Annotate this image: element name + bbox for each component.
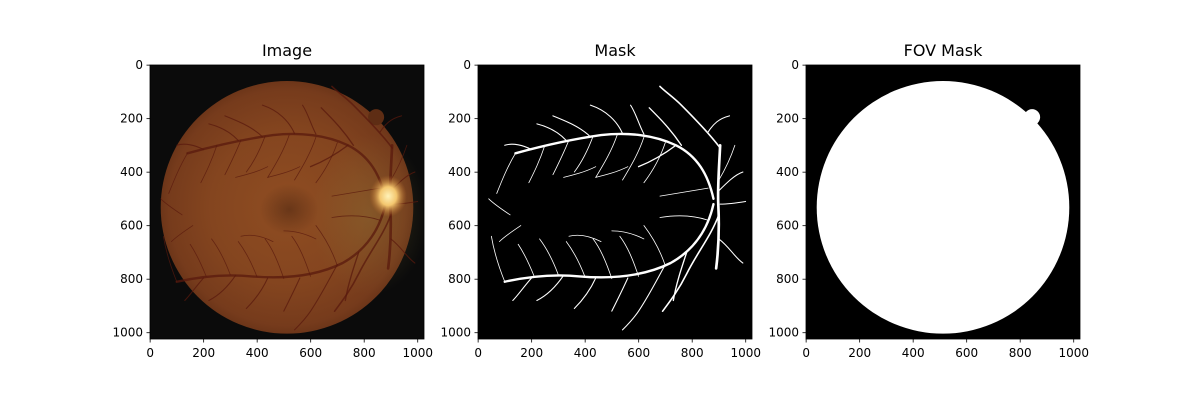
x-tick-label: 800 (681, 346, 704, 360)
y-tick-label: 0 (135, 58, 143, 72)
x-tick-label: 200 (848, 346, 871, 360)
x-tick-label: 600 (955, 346, 978, 360)
x-tick-label: 0 (474, 346, 482, 360)
y-tick-label: 600 (448, 219, 471, 233)
mask-frame (477, 64, 753, 340)
x-tick-label: 600 (627, 346, 650, 360)
x-tick-label: 1000 (402, 346, 433, 360)
panel-title-image: Image (262, 41, 312, 60)
y-tick-label: 600 (776, 219, 799, 233)
y-tick-label: 200 (448, 112, 471, 126)
x-tick-label: 400 (902, 346, 925, 360)
y-tick-label: 800 (776, 272, 799, 286)
x-tick-label: 1000 (1058, 346, 1089, 360)
y-axis-image: 0 200 400 600 800 1000 (112, 58, 150, 340)
panel-title-fov: FOV Mask (904, 41, 983, 60)
y-tick-label: 1000 (768, 326, 799, 340)
y-tick-label: 1000 (112, 326, 143, 340)
y-tick-label: 1000 (440, 326, 471, 340)
y-tick-label: 400 (448, 165, 471, 179)
panel-title-mask: Mask (594, 41, 636, 60)
mask-background (478, 65, 752, 339)
x-tick-label: 800 (1009, 346, 1032, 360)
x-axis-mask: 0 200 400 600 800 1000 (474, 339, 761, 360)
nasal-tint (310, 134, 429, 296)
x-tick-label: 0 (802, 346, 810, 360)
x-tick-label: 800 (353, 346, 376, 360)
y-tick-label: 800 (448, 272, 471, 286)
fov-frame (805, 64, 1081, 340)
x-tick-label: 400 (246, 346, 269, 360)
y-tick-label: 200 (776, 112, 799, 126)
y-tick-label: 800 (120, 272, 143, 286)
y-axis-fov: 0 200 400 600 800 1000 (768, 58, 806, 340)
y-tick-label: 600 (120, 219, 143, 233)
fov-circle (816, 81, 1070, 334)
x-axis-image: 0 200 400 600 800 1000 (146, 339, 433, 360)
x-tick-label: 0 (146, 346, 154, 360)
fundus-notch (368, 109, 385, 126)
x-tick-label: 200 (520, 346, 543, 360)
y-tick-label: 0 (463, 58, 471, 72)
y-tick-label: 200 (120, 112, 143, 126)
panel-fov: FOV Mask 0 200 400 600 800 1000 0 200 400 600 800… (768, 41, 1089, 360)
image-frame (149, 64, 425, 340)
x-tick-label: 200 (192, 346, 215, 360)
x-axis-fov: 0 200 400 600 800 1000 (802, 339, 1089, 360)
x-tick-label: 1000 (730, 346, 761, 360)
panel-mask: Mask 0 200 400 600 800 1000 0 200 400 600 800 1000 (440, 41, 761, 360)
y-axis-mask: 0 200 400 600 800 1000 (440, 58, 478, 340)
optic-disc (369, 175, 407, 217)
panel-image: Image 0 200 400 600 800 1000 0 200 400 600 800 100… (112, 41, 433, 360)
x-tick-label: 600 (299, 346, 322, 360)
fov-notch (1024, 109, 1041, 126)
x-tick-label: 400 (574, 346, 597, 360)
y-tick-label: 400 (120, 165, 143, 179)
y-tick-label: 400 (776, 165, 799, 179)
y-tick-label: 0 (791, 58, 799, 72)
macula (259, 184, 319, 235)
